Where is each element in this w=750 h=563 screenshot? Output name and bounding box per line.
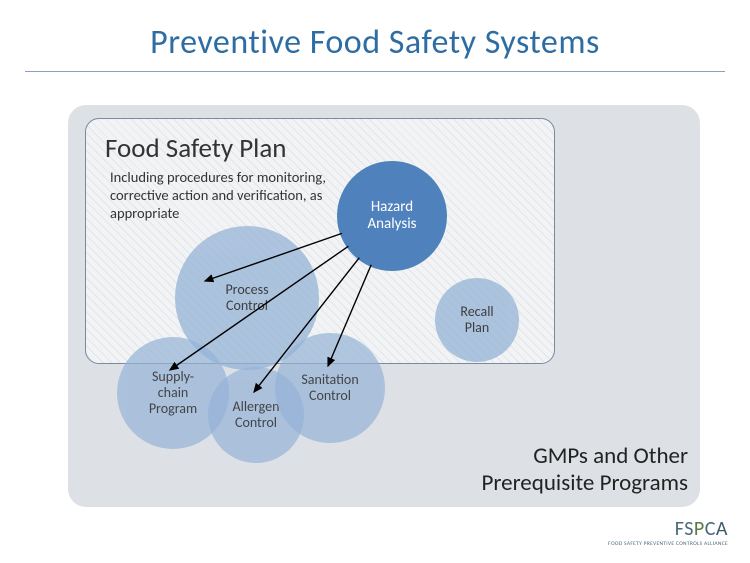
food-safety-plan-title: Food Safety Plan xyxy=(105,132,286,165)
node-hazard: Hazard Analysis xyxy=(337,161,447,271)
gmps-label-line1: GMPs and Other xyxy=(533,442,688,470)
fspca-logo: FSPCA FOOD SAFETY PREVENTIVE CONTROLS AL… xyxy=(608,517,728,547)
gmps-label-line2: Prerequisite Programs xyxy=(482,469,688,497)
node-hazard-label: Hazard Analysis xyxy=(367,199,416,234)
node-sanitation-label: Sanitation Control xyxy=(301,372,358,404)
logo-text: FSPCA xyxy=(608,517,728,541)
food-safety-plan-subtitle: Including procedures for monitoring, cor… xyxy=(110,168,340,222)
gmps-label: GMPs and Other Prerequisite Programs xyxy=(482,443,688,498)
node-sanitation: Sanitation Control xyxy=(275,333,385,443)
title-underline xyxy=(25,71,725,72)
node-supply-label: Supply- chain Program xyxy=(149,369,197,417)
logo-subtext: FOOD SAFETY PREVENTIVE CONTROLS ALLIANCE xyxy=(608,541,728,547)
slide-title: Preventive Food Safety Systems xyxy=(0,0,750,63)
node-allergen-label: Allergen Control xyxy=(233,399,280,431)
node-process-label: Process Control xyxy=(225,282,268,314)
node-recall-label: Recall Plan xyxy=(460,304,493,336)
node-recall: Recall Plan xyxy=(435,278,519,362)
